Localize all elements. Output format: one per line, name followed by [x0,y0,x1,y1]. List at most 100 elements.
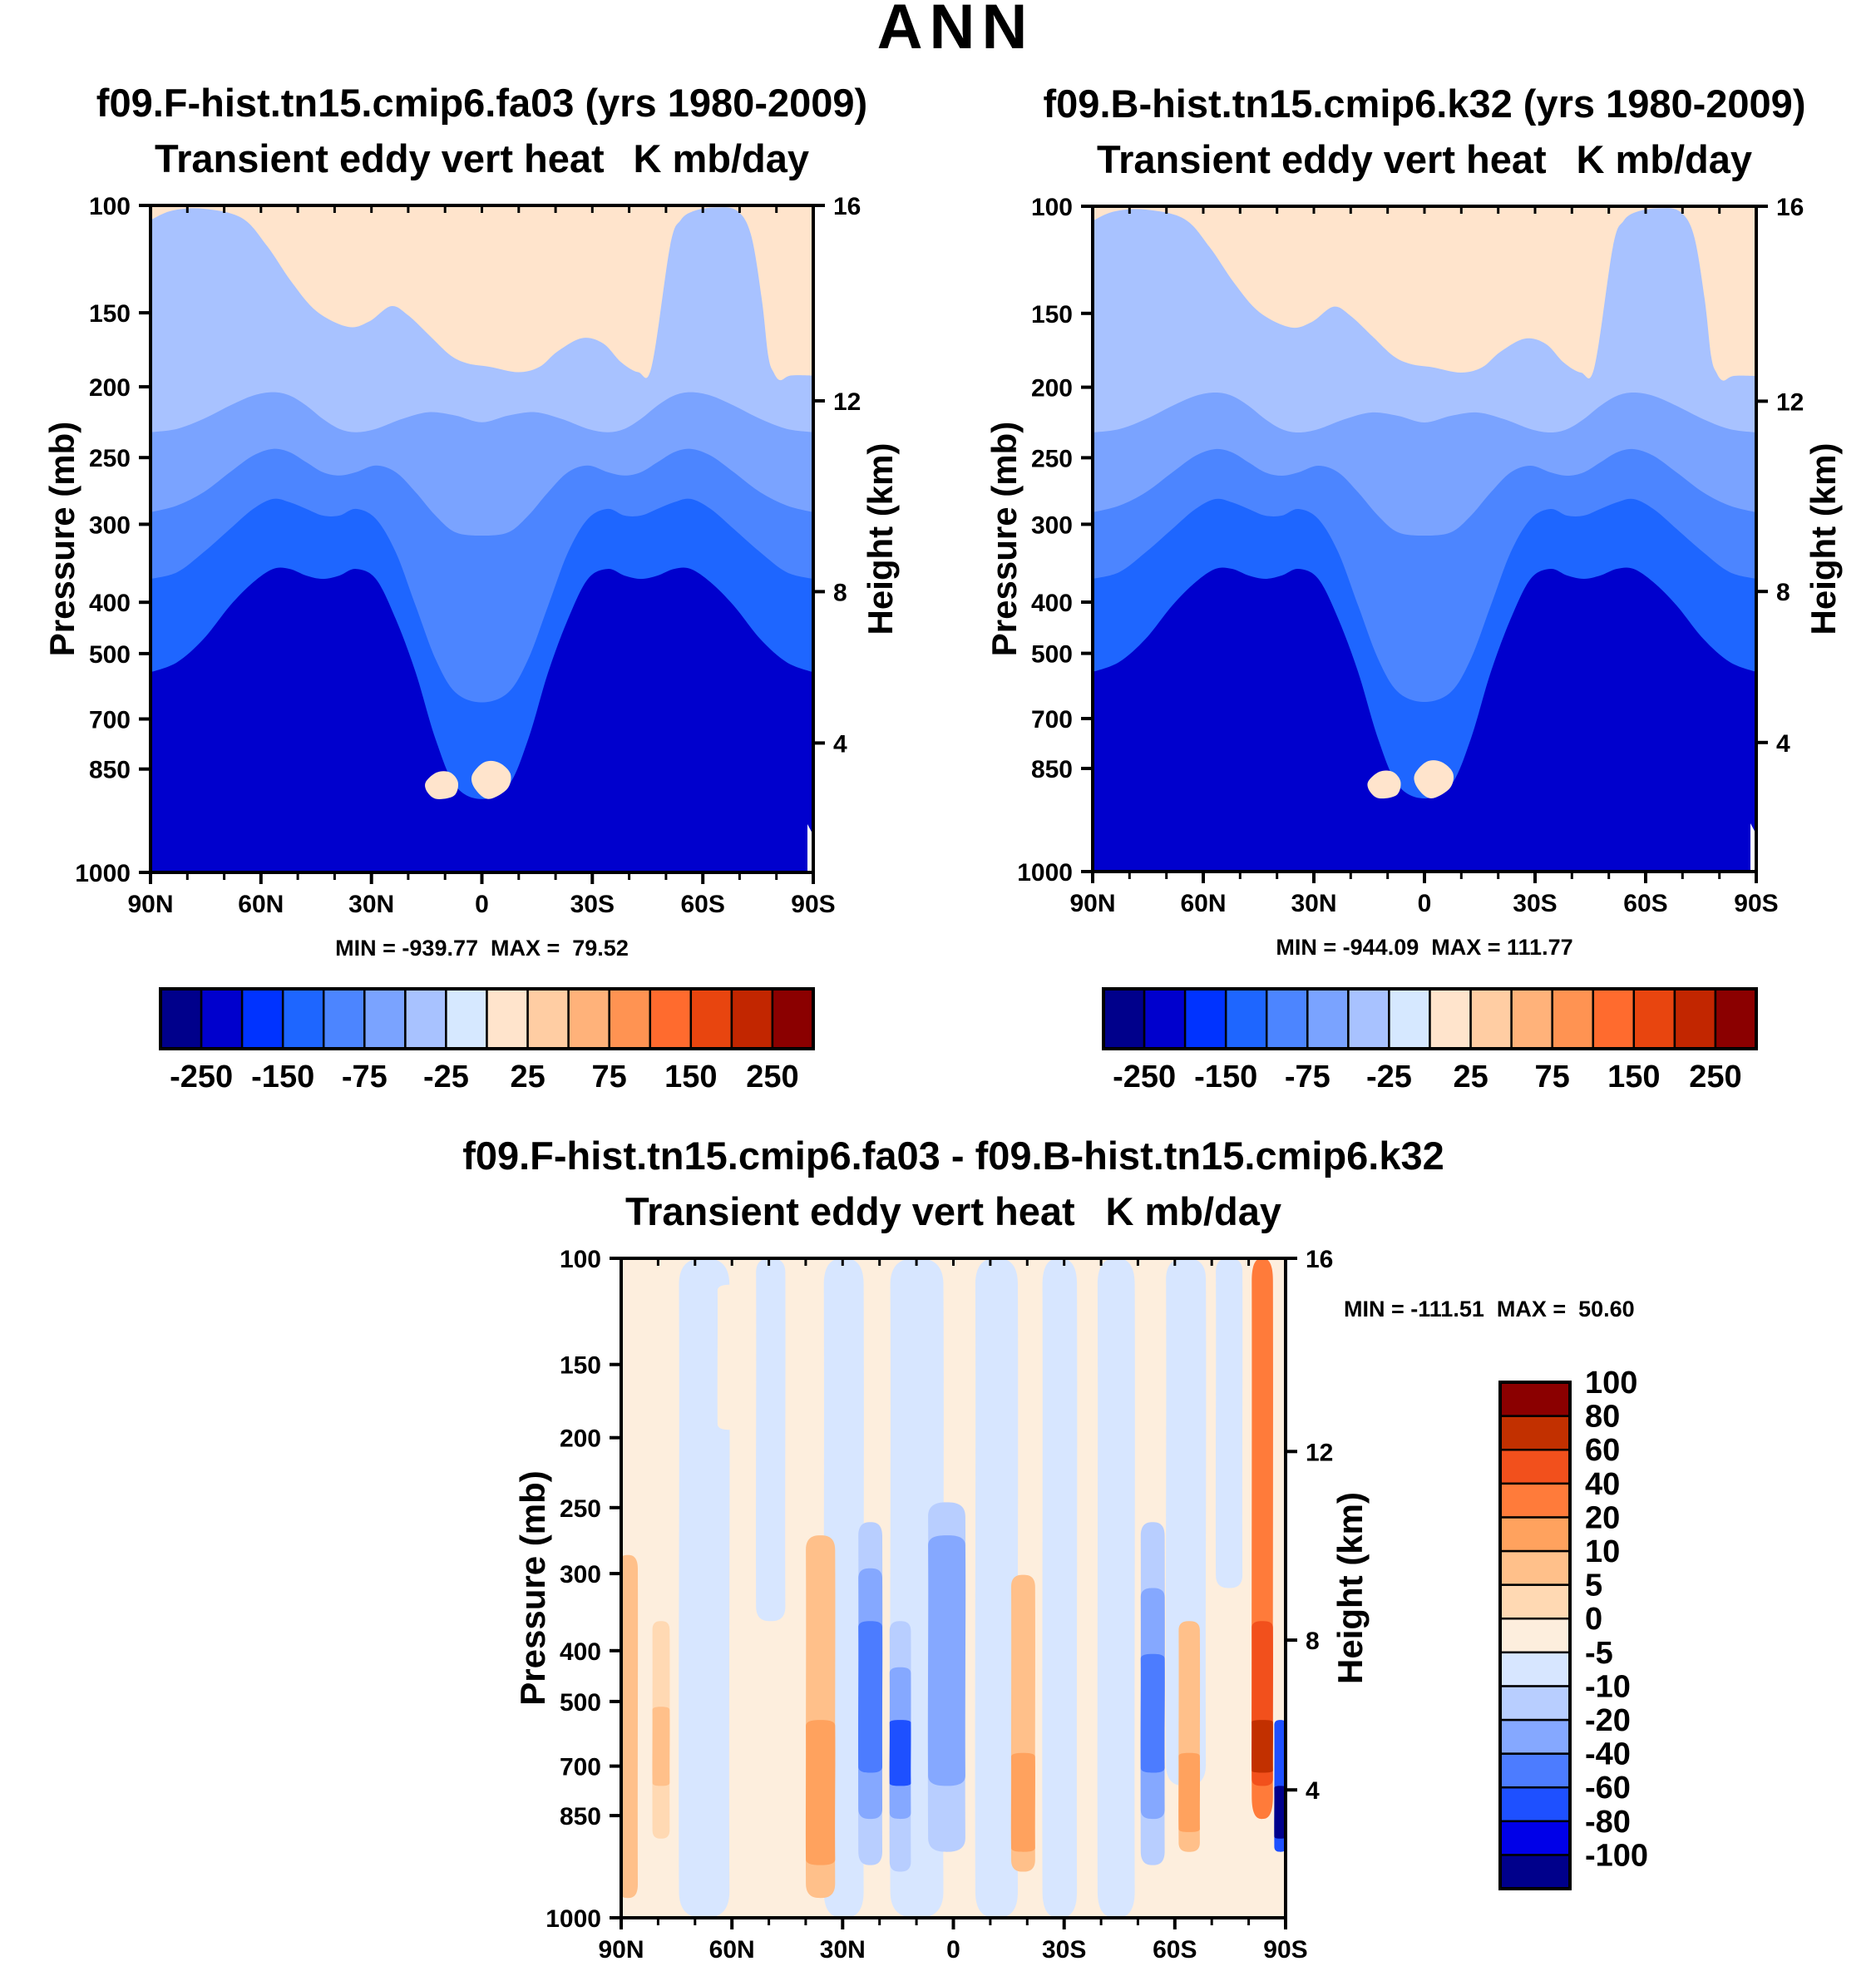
svg-text:16: 16 [1776,194,1804,221]
svg-text:250: 250 [560,1495,601,1523]
svg-text:-150: -150 [251,1060,314,1094]
svg-text:400: 400 [560,1638,601,1666]
svg-text:4: 4 [1306,1777,1320,1805]
svg-text:0: 0 [946,1936,960,1964]
svg-text:25: 25 [1453,1060,1488,1094]
svg-text:-40: -40 [1585,1737,1631,1772]
svg-text:4: 4 [1776,730,1790,758]
svg-text:60S: 60S [681,891,725,918]
svg-text:150: 150 [1607,1060,1660,1094]
svg-text:f09.F-hist.tn15.cmip6.fa03 - f: f09.F-hist.tn15.cmip6.fa03 - f09.B-hist.… [462,1134,1444,1178]
svg-text:Height (km): Height (km) [1330,1492,1370,1684]
svg-text:20: 20 [1585,1500,1620,1535]
svg-text:Height (km): Height (km) [1804,443,1843,635]
svg-text:90S: 90S [791,891,835,918]
svg-text:Transient eddy vert heat: Transient eddy vert heat [1097,137,1547,181]
svg-text:f09.F-hist.tn15.cmip6.fa03 (yr: f09.F-hist.tn15.cmip6.fa03 (yrs 1980-200… [96,81,867,125]
svg-text:30S: 30S [1513,890,1557,917]
svg-text:500: 500 [560,1689,601,1717]
svg-text:300: 300 [89,511,131,539]
svg-text:30N: 30N [348,891,394,918]
svg-text:0: 0 [1418,890,1432,917]
svg-text:40: 40 [1585,1467,1620,1502]
svg-text:90N: 90N [598,1936,644,1964]
svg-text:MIN = -111.51 MAX = 50.60: MIN = -111.51 MAX = 50.60 [1344,1297,1635,1322]
svg-text:30S: 30S [1042,1936,1086,1964]
svg-text:60S: 60S [1153,1936,1197,1964]
svg-text:700: 700 [1031,706,1073,734]
svg-text:4: 4 [833,730,847,758]
svg-text:80: 80 [1585,1400,1620,1435]
svg-text:K mb/day: K mb/day [633,136,809,180]
svg-text:850: 850 [1031,756,1073,783]
svg-text:150: 150 [560,1352,601,1380]
svg-text:Pressure (mb): Pressure (mb) [42,422,81,656]
svg-text:ANN: ANN [877,0,1034,62]
svg-text:1000: 1000 [1017,859,1073,887]
svg-text:0: 0 [1585,1602,1602,1637]
svg-text:60S: 60S [1623,890,1667,917]
svg-text:250: 250 [89,445,131,472]
svg-text:0: 0 [475,891,489,918]
svg-text:150: 150 [664,1060,717,1094]
svg-text:150: 150 [89,300,131,328]
svg-text:60N: 60N [238,891,284,918]
svg-text:850: 850 [560,1803,601,1830]
svg-text:700: 700 [560,1754,601,1781]
svg-text:250: 250 [1031,445,1073,472]
svg-text:250: 250 [1689,1060,1741,1094]
svg-text:30S: 30S [570,891,615,918]
svg-text:12: 12 [1776,388,1804,416]
svg-text:Pressure (mb): Pressure (mb) [985,422,1024,656]
svg-text:-250: -250 [170,1060,233,1094]
svg-text:-60: -60 [1585,1771,1631,1806]
svg-text:-80: -80 [1585,1805,1631,1840]
svg-text:8: 8 [833,579,847,606]
svg-text:8: 8 [1306,1628,1320,1655]
svg-text:100: 100 [89,193,131,220]
svg-text:-20: -20 [1585,1703,1631,1738]
svg-text:Height (km): Height (km) [861,443,900,635]
svg-text:75: 75 [1535,1060,1570,1094]
svg-text:90S: 90S [1734,890,1778,917]
svg-text:-5: -5 [1585,1636,1613,1671]
svg-text:f09.B-hist.tn15.cmip6.k32 (yrs: f09.B-hist.tn15.cmip6.k32 (yrs 1980-2009… [1044,82,1806,126]
svg-text:12: 12 [833,388,861,416]
svg-text:-75: -75 [342,1060,388,1094]
svg-text:1000: 1000 [546,1905,601,1933]
svg-text:60N: 60N [1180,890,1226,917]
svg-text:10: 10 [1585,1534,1620,1569]
svg-text:-100: -100 [1585,1838,1648,1873]
svg-text:75: 75 [592,1060,627,1094]
svg-text:-250: -250 [1113,1060,1176,1094]
svg-text:400: 400 [89,590,131,617]
svg-text:200: 200 [1031,375,1073,403]
svg-text:MIN = -944.09 MAX = 111.77: MIN = -944.09 MAX = 111.77 [1276,935,1572,960]
svg-text:16: 16 [1306,1246,1333,1273]
svg-text:16: 16 [833,193,861,220]
svg-text:5: 5 [1585,1569,1602,1603]
svg-text:30N: 30N [820,1936,866,1964]
svg-text:K mb/day: K mb/day [1576,137,1752,181]
svg-text:300: 300 [560,1561,601,1588]
svg-text:90S: 90S [1263,1936,1307,1964]
svg-text:700: 700 [89,707,131,734]
svg-text:Transient eddy vert heat: Transient eddy vert heat [155,136,605,180]
svg-text:500: 500 [89,641,131,669]
svg-text:-25: -25 [423,1060,469,1094]
svg-text:-25: -25 [1366,1060,1412,1094]
svg-text:90N: 90N [127,891,173,918]
svg-text:1000: 1000 [75,860,131,887]
svg-text:250: 250 [746,1060,798,1094]
svg-text:-75: -75 [1285,1060,1330,1094]
svg-text:30N: 30N [1291,890,1336,917]
svg-text:200: 200 [89,374,131,402]
svg-text:100: 100 [1031,194,1073,221]
svg-text:K mb/day: K mb/day [1105,1189,1281,1233]
svg-text:60: 60 [1585,1433,1620,1468]
svg-text:100: 100 [1585,1366,1637,1401]
svg-text:200: 200 [560,1425,601,1453]
svg-text:12: 12 [1306,1439,1333,1466]
svg-text:100: 100 [560,1246,601,1273]
svg-text:8: 8 [1776,579,1790,606]
